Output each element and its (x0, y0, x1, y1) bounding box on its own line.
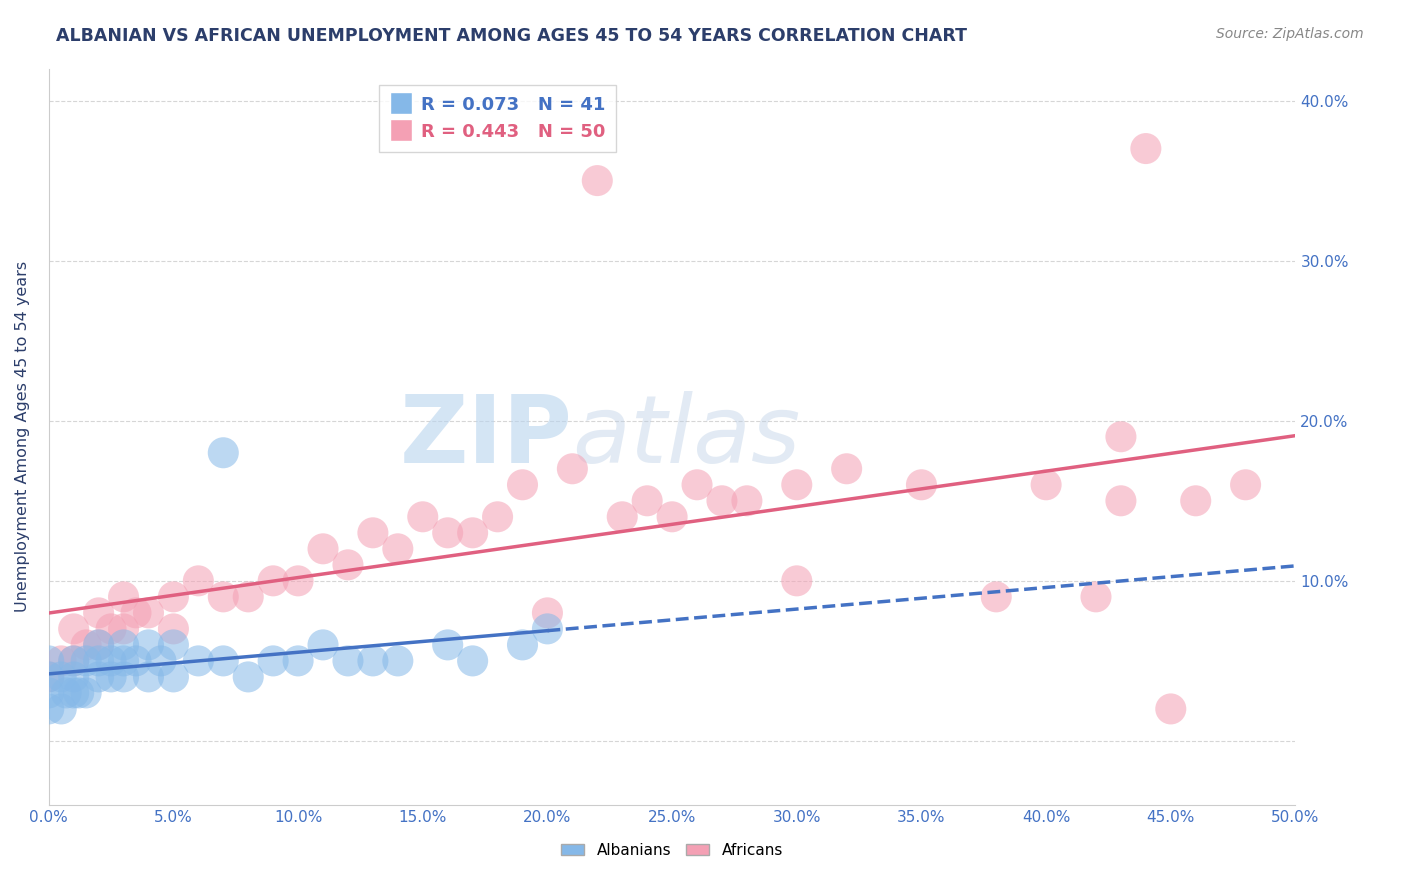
Point (238, 590, 260, 604)
Point (112, 654, 135, 668)
Point (1160, 702, 1182, 716)
Point (100, 622, 122, 636)
Point (561, 462, 583, 476)
Point (336, 654, 359, 668)
Point (62, 686, 84, 700)
Point (1035, 477, 1057, 491)
Point (212, 654, 235, 668)
Point (512, 638, 534, 652)
Point (461, 654, 484, 668)
Point (461, 525, 484, 540)
Point (735, 493, 758, 508)
Text: Source: ZipAtlas.com: Source: ZipAtlas.com (1216, 27, 1364, 41)
Point (312, 541, 335, 556)
Point (336, 558, 359, 572)
Point (710, 493, 733, 508)
Point (436, 638, 458, 652)
Point (1109, 493, 1132, 508)
Point (686, 477, 709, 491)
Point (55, 686, 77, 700)
Point (212, 590, 235, 604)
Text: ALBANIAN VS AFRICAN UNEMPLOYMENT AMONG AGES 45 TO 54 YEARS CORRELATION CHART: ALBANIAN VS AFRICAN UNEMPLOYMENT AMONG A… (56, 27, 967, 45)
Point (1184, 493, 1206, 508)
Point (112, 590, 135, 604)
Point (67, 686, 90, 700)
Point (387, 654, 409, 668)
Point (138, 670, 160, 684)
Point (62, 622, 84, 636)
Point (412, 509, 434, 524)
Point (125, 654, 148, 668)
Text: atlas: atlas (572, 392, 800, 483)
Point (112, 638, 135, 652)
Point (87, 606, 110, 620)
Point (287, 574, 309, 588)
Point (87, 638, 110, 652)
Point (51, 654, 73, 668)
Point (87, 654, 110, 668)
Text: ZIP: ZIP (399, 391, 572, 483)
Point (162, 622, 184, 636)
Point (986, 590, 1008, 604)
Point (162, 590, 184, 604)
Point (512, 477, 534, 491)
Point (361, 654, 384, 668)
Point (910, 477, 932, 491)
Point (536, 606, 558, 620)
Point (187, 574, 209, 588)
Point (835, 462, 858, 476)
Point (149, 654, 172, 668)
Point (661, 509, 683, 524)
Point (62, 654, 84, 668)
Point (238, 670, 260, 684)
Point (212, 446, 235, 460)
Point (38, 686, 60, 700)
Point (786, 574, 808, 588)
Point (100, 654, 122, 668)
Point (636, 493, 658, 508)
Point (87, 638, 110, 652)
Point (75, 638, 97, 652)
Point (100, 670, 122, 684)
Legend: Albanians, Africans: Albanians, Africans (555, 837, 789, 863)
Point (786, 477, 808, 491)
Point (87, 670, 110, 684)
Point (387, 541, 409, 556)
Point (262, 654, 284, 668)
Point (536, 622, 558, 636)
Point (187, 654, 209, 668)
Point (38, 702, 60, 716)
Point (51, 670, 73, 684)
Point (75, 654, 97, 668)
Point (138, 638, 160, 652)
Point (262, 574, 284, 588)
Point (112, 670, 135, 684)
Point (75, 686, 97, 700)
Point (162, 670, 184, 684)
Point (38, 670, 60, 684)
Point (62, 670, 84, 684)
Point (1135, 142, 1157, 156)
Point (1109, 430, 1132, 444)
Point (162, 638, 184, 652)
Point (361, 525, 384, 540)
Point (1234, 477, 1257, 491)
Point (486, 509, 509, 524)
Point (287, 654, 309, 668)
Point (612, 509, 634, 524)
Y-axis label: Unemployment Among Ages 45 to 54 years: Unemployment Among Ages 45 to 54 years (15, 261, 30, 612)
Point (112, 622, 135, 636)
Point (38, 654, 60, 668)
Point (436, 525, 458, 540)
Point (312, 638, 335, 652)
Point (38, 670, 60, 684)
Point (586, 173, 609, 187)
Point (62, 654, 84, 668)
Point (1085, 590, 1108, 604)
Point (125, 606, 148, 620)
Point (138, 606, 160, 620)
Point (51, 702, 73, 716)
